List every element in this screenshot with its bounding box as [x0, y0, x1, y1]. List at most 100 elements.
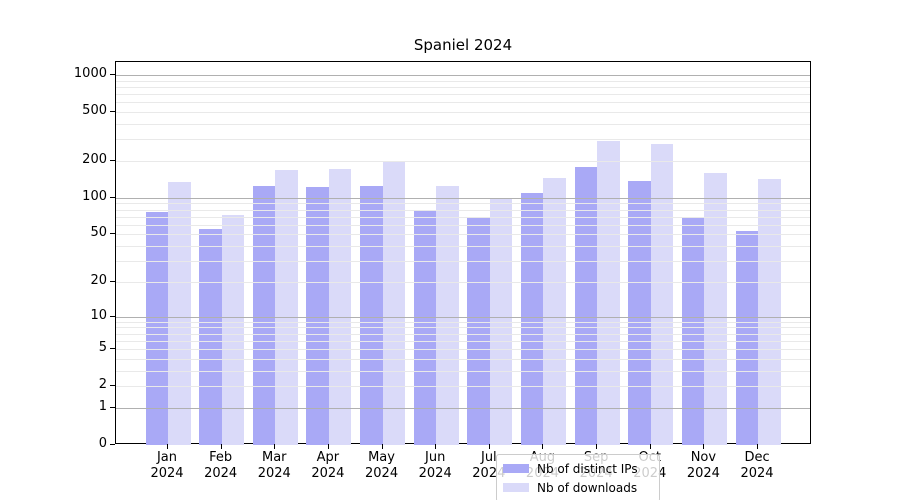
bar-nb-of-downloads-nov — [704, 172, 727, 445]
y-tick-500 — [110, 111, 115, 113]
x-tick-label-mar: Mar 2024 — [257, 450, 291, 481]
minor-gridline-400 — [116, 124, 810, 126]
minor-gridline-8 — [116, 327, 810, 329]
x-tick-jan — [167, 444, 168, 449]
minor-gridline-3 — [116, 370, 810, 372]
minor-gridline-40 — [116, 246, 810, 248]
minor-gridline-7 — [116, 333, 810, 335]
bar-nb-of-downloads-mar — [275, 169, 298, 445]
y-tick-label-1: 1 — [98, 398, 107, 414]
bar-nb-of-distinct-ips-jul — [467, 218, 490, 445]
x-tick-dec — [757, 444, 759, 449]
bar-nb-of-distinct-ips-sep — [574, 166, 598, 445]
y-tick-label-5: 5 — [98, 340, 107, 356]
minor-gridline-6 — [116, 340, 810, 342]
x-tick-label-feb: Feb 2024 — [204, 450, 238, 481]
legend-label-downloads: Nb of downloads — [537, 480, 638, 495]
plot-area: Nb of distinct IPs Nb of downloads — [115, 61, 811, 500]
minor-gridline-2 — [116, 386, 810, 388]
bar-nb-of-downloads-dec — [758, 179, 781, 445]
minor-gridline-500 — [116, 112, 810, 114]
y-tick-10 — [110, 315, 115, 317]
chart-title: Spaniel 2024 — [413, 36, 513, 54]
major-gridline-1000 — [116, 75, 810, 77]
minor-gridline-9 — [116, 321, 810, 323]
bar-nb-of-distinct-ips-may — [360, 186, 383, 445]
minor-gridline-800 — [116, 86, 810, 88]
x-tick-label-nov: Nov 2024 — [686, 450, 720, 481]
y-tick-100 — [110, 196, 115, 198]
x-tick-nov — [703, 444, 705, 449]
minor-gridline-5 — [116, 349, 810, 351]
minor-gridline-30 — [116, 261, 810, 263]
y-tick-label-200: 200 — [82, 152, 107, 167]
y-tick-label-1000: 1000 — [73, 66, 107, 82]
minor-gridline-60 — [116, 224, 810, 226]
y-tick-label-10: 10 — [90, 307, 107, 323]
x-tick-jun — [435, 444, 437, 449]
major-gridline-1 — [116, 407, 810, 409]
bar-nb-of-downloads-apr — [328, 169, 352, 445]
x-tick-label-may: May 2024 — [365, 450, 399, 481]
legend-swatch-downloads — [503, 483, 529, 492]
x-tick-label-dec: Dec 2024 — [740, 450, 774, 481]
y-tick-50 — [110, 233, 115, 235]
minor-gridline-900 — [116, 80, 810, 82]
legend-item-downloads: Nb of downloads — [503, 478, 652, 497]
legend-item-distinct-ips: Nb of distinct IPs — [503, 459, 652, 478]
y-tick-label-0: 0 — [98, 436, 107, 451]
y-tick-label-2: 2 — [98, 377, 107, 393]
x-tick-label-jun: Jun 2024 — [418, 450, 452, 481]
bar-nb-of-downloads-jun — [436, 186, 459, 445]
y-tick-1000 — [110, 74, 115, 76]
minor-gridline-70 — [116, 216, 810, 218]
legend: Nb of distinct IPs Nb of downloads — [496, 454, 660, 500]
x-tick-jul — [488, 444, 490, 449]
y-tick-5 — [110, 348, 115, 350]
minor-gridline-200 — [116, 161, 810, 162]
x-tick-mar — [274, 444, 276, 449]
minor-gridline-300 — [116, 139, 810, 141]
bar-nb-of-downloads-aug — [543, 177, 566, 445]
bar-nb-of-distinct-ips-feb — [199, 229, 222, 445]
y-tick-20 — [110, 280, 115, 282]
bar-nb-of-distinct-ips-oct — [628, 180, 651, 445]
major-gridline-100 — [116, 197, 810, 199]
y-tick-label-20: 20 — [90, 272, 107, 288]
bar-nb-of-distinct-ips-aug — [520, 192, 544, 445]
minor-gridline-4 — [116, 358, 810, 360]
minor-gridline-80 — [116, 209, 810, 211]
bar-nb-of-downloads-oct — [650, 144, 674, 445]
x-tick-sep — [596, 444, 598, 449]
minor-gridline-700 — [116, 94, 810, 96]
minor-gridline-50 — [116, 234, 810, 236]
y-tick-1 — [110, 406, 115, 408]
y-tick-label-500: 500 — [82, 103, 107, 119]
minor-gridline-20 — [116, 281, 810, 283]
y-tick-2 — [110, 385, 115, 387]
x-tick-apr — [327, 444, 329, 449]
y-tick-0 — [110, 444, 115, 445]
x-tick-aug — [542, 444, 544, 449]
x-tick-label-jan: Jan 2024 — [150, 450, 184, 481]
y-tick-200 — [110, 160, 115, 161]
legend-label-distinct-ips: Nb of distinct IPs — [537, 461, 638, 476]
bar-nb-of-downloads-sep — [597, 141, 620, 445]
x-tick-feb — [220, 444, 222, 449]
legend-swatch-distinct-ips — [503, 464, 529, 473]
bar-nb-of-distinct-ips-nov — [681, 216, 705, 445]
bar-nb-of-distinct-ips-dec — [735, 231, 759, 445]
minor-gridline-600 — [116, 102, 810, 104]
x-tick-label-apr: Apr 2024 — [311, 450, 345, 481]
y-tick-label-100: 100 — [82, 188, 107, 204]
minor-gridline-90 — [116, 203, 810, 205]
bar-nb-of-downloads-feb — [221, 215, 245, 445]
bar-nb-of-downloads-jan — [168, 181, 191, 445]
bar-nb-of-distinct-ips-apr — [306, 186, 329, 445]
y-tick-label-50: 50 — [90, 225, 107, 241]
bar-nb-of-downloads-may — [382, 161, 406, 445]
bar-nb-of-distinct-ips-mar — [252, 186, 276, 445]
major-gridline-10 — [116, 316, 810, 318]
x-tick-may — [381, 444, 383, 449]
